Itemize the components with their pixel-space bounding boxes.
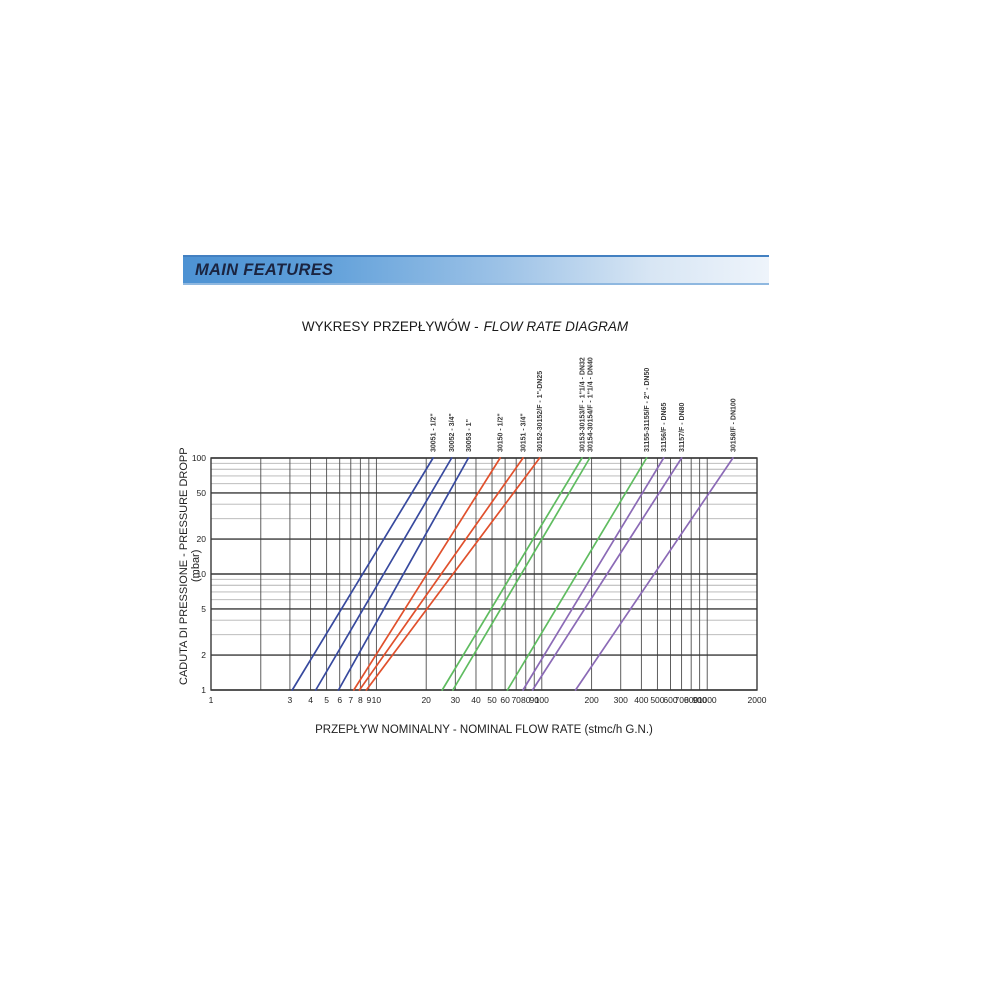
series-line-30052 [314,457,453,691]
series-line-30150 [352,457,502,691]
series-label-31155: 31155-31155/F - 2" - DN50 [644,368,651,452]
x-tick-label: 400 [634,695,648,705]
y-tick-label: 10 [197,569,207,579]
series-line-31156 [522,457,665,691]
x-tick-label: 600 [663,695,677,705]
series-label-30158: 30158/F - DN100 [730,398,737,452]
y-tick-label: 100 [192,453,206,463]
x-tick-label: 3 [288,695,293,705]
series-line-30152 [365,457,541,691]
x-axis-label: PRZEPŁYW NOMINALNY - NOMINAL FLOW RATE (… [315,724,653,736]
y-tick-label: 1 [201,685,206,695]
x-tick-label: 9 [366,695,371,705]
x-tick-label: 40 [471,695,481,705]
series-label-30151: 30151 - 3/4" [521,413,528,452]
series-line-31157 [531,457,683,691]
y-tick-label: 2 [201,650,206,660]
series-label-30150: 30150 - 1/2" [498,413,505,452]
x-tick-label: 4 [308,695,313,705]
series-label-30051: 30051 - 1/2" [431,413,438,452]
x-tick-label: 1 [209,695,214,705]
x-tick-label: 60 [500,695,510,705]
x-tick-label: 50 [487,695,497,705]
plot-border [210,457,758,691]
x-tick-label: 90 [530,695,540,705]
chart-title-english: FLOW RATE DIAGRAM [483,319,629,334]
section-header-bar: MAIN FEATURES [183,255,769,285]
series-label-30154: 30154-30154/F - 1"1/4 - DN40 [587,357,594,452]
x-tick-label: 5 [324,695,329,705]
x-tick-label: 2000 [748,695,767,705]
series-line-30051 [291,457,434,691]
x-tick-label: 80 [521,695,531,705]
y-tick-label: 5 [201,604,206,614]
x-tick-label: 100 [535,695,549,705]
x-tick-label: 1000 [698,695,717,705]
x-tick-label: 20 [421,695,431,705]
x-tick-label: 30 [451,695,461,705]
x-tick-label: 70 [511,695,521,705]
series-line-30053 [337,457,470,691]
series-label-30052: 30052 - 3/4" [449,413,456,452]
x-tick-label: 6 [337,695,342,705]
series-label-31156: 31156/F - DN65 [661,402,668,452]
x-tick-label: 800 [684,695,698,705]
y-tick-label: 20 [197,534,207,544]
x-tick-label: 700 [674,695,688,705]
series-label-30153: 30153-30153/F - 1"1/4 - DN32 [580,357,587,452]
series-line-31155 [506,457,648,691]
x-tick-label: 8 [358,695,363,705]
series-label-30053: 30053 - 1" [466,419,473,452]
chart-title: WYKRESY PRZEPŁYWÓW - FLOW RATE DIAGRAM [165,319,765,334]
y-tick-label: 50 [197,488,207,498]
section-header-title: MAIN FEATURES [195,260,334,279]
series-line-30154 [452,457,591,691]
chart-title-polish: WYKRESY PRZEPŁYWÓW - [301,319,479,334]
series-line-30158 [574,457,734,691]
x-tick-label: 500 [650,695,664,705]
x-tick-label: 300 [614,695,628,705]
x-tick-label: 10 [372,695,382,705]
x-tick-label: 900 [693,695,707,705]
series-line-30151 [358,457,524,691]
series-line-30153 [441,457,583,691]
series-label-30152: 30152-30152/F - 1"-DN25 [537,371,544,452]
x-tick-label: 200 [585,695,599,705]
series-label-31157: 31157/F - DN80 [679,402,686,452]
x-tick-label: 7 [348,695,353,705]
